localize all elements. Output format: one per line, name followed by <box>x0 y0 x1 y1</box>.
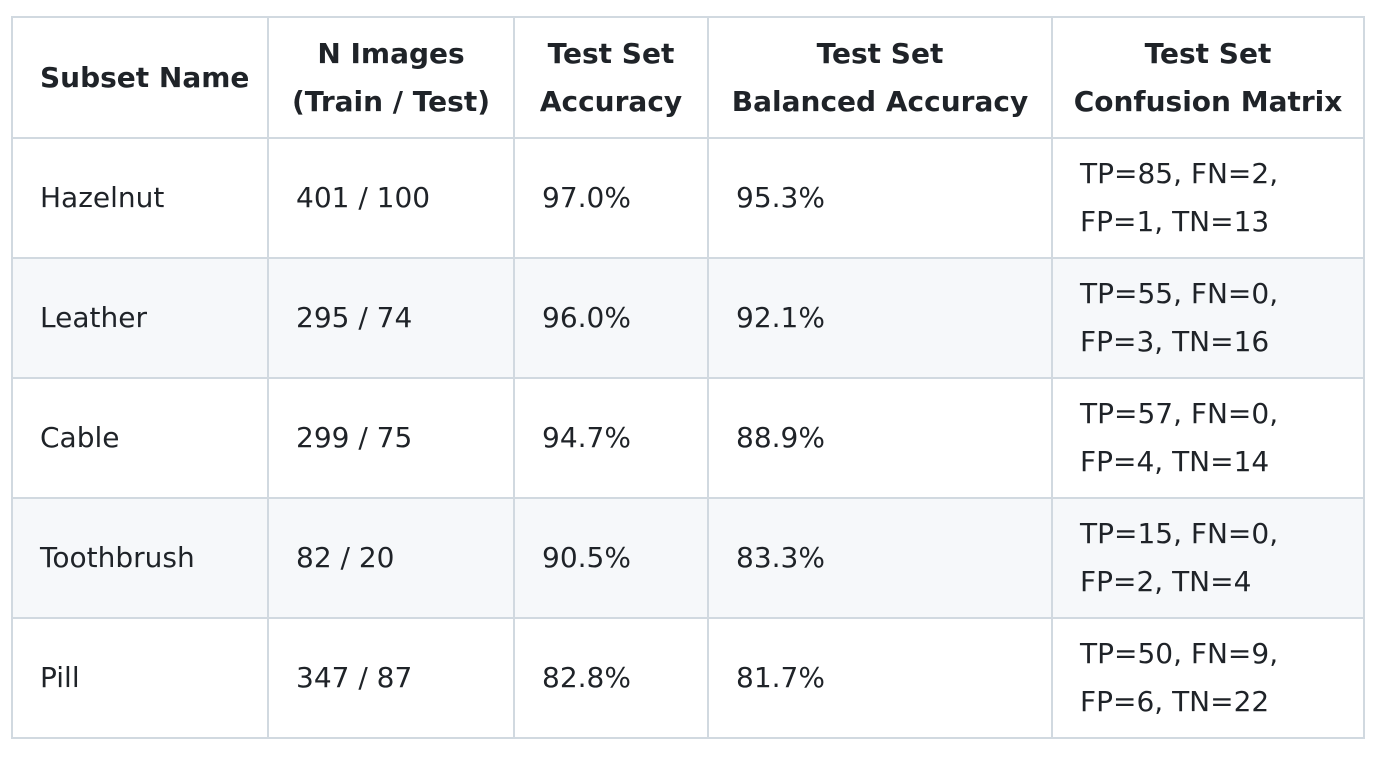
cell-subset: Hazelnut <box>11 137 269 259</box>
header-accuracy-line2: Accuracy <box>539 84 683 118</box>
cell-confusion-matrix: TP=15, FN=0, FP=2, TN=4 <box>1051 497 1365 619</box>
header-row: Subset Name N Images (Train / Test) Test… <box>11 16 1365 139</box>
cell-confusion-matrix: TP=85, FN=2, FP=1, TN=13 <box>1051 137 1365 259</box>
confusion-matrix-line2: FP=6, TN=22 <box>1080 685 1270 718</box>
cell-accuracy: 94.7% <box>513 377 709 499</box>
table-row: Pill 347 / 87 82.8% 81.7% TP=50, FN=9, F… <box>11 617 1365 739</box>
header-n-images: N Images (Train / Test) <box>267 16 515 139</box>
confusion-matrix-line2: FP=3, TN=16 <box>1080 325 1270 358</box>
cell-accuracy: 96.0% <box>513 257 709 379</box>
header-balanced-accuracy-line2: Balanced Accuracy <box>731 84 1029 118</box>
cell-accuracy: 90.5% <box>513 497 709 619</box>
cell-n-images: 82 / 20 <box>267 497 515 619</box>
table-row: Hazelnut 401 / 100 97.0% 95.3% TP=85, FN… <box>11 137 1365 259</box>
cell-subset: Pill <box>11 617 269 739</box>
header-balanced-accuracy: Test Set Balanced Accuracy <box>707 16 1053 139</box>
cell-n-images: 401 / 100 <box>267 137 515 259</box>
cell-subset: Cable <box>11 377 269 499</box>
header-subset-name-label: Subset Name <box>40 60 250 94</box>
cell-subset: Toothbrush <box>11 497 269 619</box>
cell-accuracy: 97.0% <box>513 137 709 259</box>
table-body: Hazelnut 401 / 100 97.0% 95.3% TP=85, FN… <box>11 137 1365 739</box>
confusion-matrix-line2: FP=4, TN=14 <box>1080 445 1270 478</box>
header-n-images-line1: N Images <box>317 36 465 70</box>
header-confusion-matrix: Test Set Confusion Matrix <box>1051 16 1365 139</box>
cell-n-images: 299 / 75 <box>267 377 515 499</box>
table-row: Leather 295 / 74 96.0% 92.1% TP=55, FN=0… <box>11 257 1365 379</box>
cell-balanced-accuracy: 88.9% <box>707 377 1053 499</box>
table-header: Subset Name N Images (Train / Test) Test… <box>11 16 1365 139</box>
header-accuracy-line1: Test Set <box>547 36 675 70</box>
header-confusion-matrix-line2: Confusion Matrix <box>1073 84 1343 118</box>
header-balanced-accuracy-line1: Test Set <box>816 36 944 70</box>
confusion-matrix-line1: TP=15, FN=0, <box>1080 517 1279 550</box>
confusion-matrix-line2: FP=2, TN=4 <box>1080 565 1252 598</box>
cell-n-images: 347 / 87 <box>267 617 515 739</box>
header-subset-name: Subset Name <box>11 16 269 139</box>
cell-subset: Leather <box>11 257 269 379</box>
cell-confusion-matrix: TP=57, FN=0, FP=4, TN=14 <box>1051 377 1365 499</box>
cell-balanced-accuracy: 95.3% <box>707 137 1053 259</box>
cell-n-images: 295 / 74 <box>267 257 515 379</box>
header-accuracy: Test Set Accuracy <box>513 16 709 139</box>
cell-balanced-accuracy: 92.1% <box>707 257 1053 379</box>
cell-confusion-matrix: TP=55, FN=0, FP=3, TN=16 <box>1051 257 1365 379</box>
cell-balanced-accuracy: 83.3% <box>707 497 1053 619</box>
confusion-matrix-line1: TP=55, FN=0, <box>1080 277 1279 310</box>
confusion-matrix-line2: FP=1, TN=13 <box>1080 205 1270 238</box>
cell-accuracy: 82.8% <box>513 617 709 739</box>
table-row: Toothbrush 82 / 20 90.5% 83.3% TP=15, FN… <box>11 497 1365 619</box>
results-table: Subset Name N Images (Train / Test) Test… <box>11 16 1365 739</box>
cell-confusion-matrix: TP=50, FN=9, FP=6, TN=22 <box>1051 617 1365 739</box>
header-n-images-line2: (Train / Test) <box>292 84 490 118</box>
cell-balanced-accuracy: 81.7% <box>707 617 1053 739</box>
table-row: Cable 299 / 75 94.7% 88.9% TP=57, FN=0, … <box>11 377 1365 499</box>
confusion-matrix-line1: TP=57, FN=0, <box>1080 397 1279 430</box>
confusion-matrix-line1: TP=85, FN=2, <box>1080 157 1279 190</box>
header-confusion-matrix-line1: Test Set <box>1144 36 1272 70</box>
confusion-matrix-line1: TP=50, FN=9, <box>1080 637 1279 670</box>
